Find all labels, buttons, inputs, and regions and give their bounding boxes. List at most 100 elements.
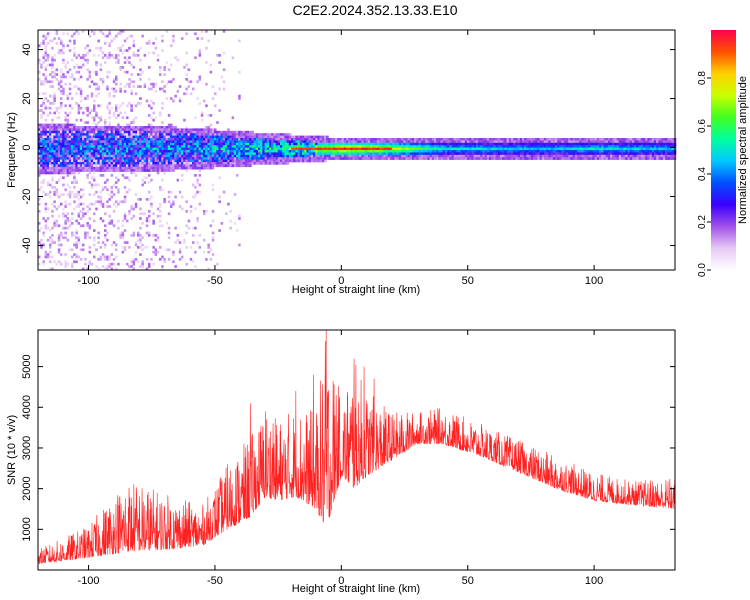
spectrogram-cell [119,147,122,151]
spectrogram-cell [236,159,239,163]
spectrogram-cell [273,140,276,144]
spectrogram-cell [53,58,56,62]
spectrogram-cell [46,166,50,170]
spectrogram-cell [108,121,111,124]
spectrogram-cell [605,145,609,148]
spectrogram-cell [227,150,230,153]
spectrogram-cell [66,154,70,158]
spectrogram-cell [101,188,105,192]
spectrogram-cell [137,128,140,132]
spectrogram-cell [319,140,323,144]
spectrogram-cell [99,49,103,52]
spectrogram-cell [128,159,131,163]
spectrogram-cell [442,152,446,156]
spectrogram-cell [167,138,171,141]
spectrogram-cell [660,152,664,156]
spectrogram-cell [269,154,272,158]
spectrogram-cell [299,145,303,148]
spectrogram-cell [288,133,292,136]
spectrogram-cell [172,128,175,132]
spectrogram-cell [134,152,138,156]
spectrogram-cell [370,145,373,148]
spectrogram-cell [84,140,87,144]
spectrogram-cell [244,140,248,144]
spectrogram-cell [502,145,505,148]
spectrogram-cell [346,152,349,156]
spectrogram-cell [44,147,48,151]
spectrogram-cell [132,157,136,160]
spectrogram-cell [286,142,290,146]
spectrogram-cell [343,142,347,146]
spectrogram-cell [577,145,580,148]
spectrogram-cell [183,150,186,153]
spectrogram-cell [90,152,94,156]
spectrogram-cell [170,147,173,151]
spectrogram-cell [271,147,274,151]
spectrogram-cell [218,164,221,168]
spectrogram-cell [596,142,600,146]
spectrogram-cell [42,34,45,38]
spectrogram-cell [260,162,263,165]
spectrogram-cell [86,44,89,48]
spectrogram-cell [53,205,56,208]
spectrogram-cell [51,241,54,244]
spectrogram-cell [77,150,81,153]
spectrogram-cell [196,145,199,148]
spectrogram-cell [209,166,213,170]
spectrogram-cell [178,250,182,254]
spectrogram-cell [447,157,450,160]
spectrogram-cell [240,140,243,144]
spectrogram-cell [132,231,136,235]
spectrogram-cell [38,229,41,232]
spectrogram-cell [134,145,138,148]
spectrogram-cell [95,154,98,158]
spectrogram-cell [79,195,83,199]
spectrogram-cell [337,157,340,160]
spectrogram-cell [172,154,175,158]
spectrogram-cell [139,68,142,72]
spectrogram-cell [165,147,169,151]
spectrogram-cell [75,102,78,105]
spectrogram-cell [610,154,613,158]
spectrogram-cell [211,142,215,146]
spectrogram-cell [280,150,283,153]
colorbar-tick-label: 0.0 [697,263,708,277]
spectrogram-cell [464,145,468,148]
spectrogram-cell [209,152,213,156]
spectrogram-cell [207,135,210,139]
spectrogram-cell [130,159,133,163]
spectrogram-cell [526,142,529,146]
spectrogram-cell [194,138,197,141]
spectrogram-cell [264,157,268,160]
spectrogram-cell [295,147,298,151]
spectrogram-cell [390,140,393,144]
spectrogram-cell [152,82,155,86]
spectrogram-cell [139,78,142,81]
spectrogram-cell [119,166,122,170]
spectrogram-cell [172,142,175,146]
spectrogram-cell [139,97,142,100]
spectrogram-cell [482,157,485,160]
colorbar-gradient [711,30,736,270]
colorbar-tick-label: 0.8 [697,71,708,85]
spectrogram-cell [370,140,373,144]
spectrogram-cell [326,154,329,158]
spectrogram-cell [209,140,213,144]
spectrogram-cell [524,150,527,153]
spectrogram-cell [517,157,521,160]
spectrogram-cell [139,241,142,244]
spectrogram-cell [337,147,340,151]
spectrogram-cell [130,133,133,136]
spectrogram-cell [588,152,591,156]
spectrogram-cell [330,145,334,148]
spectrogram-cell [143,82,147,86]
spectrogram-cell [132,159,136,163]
spectrogram-cell [324,140,327,144]
spectrogram-cell [390,145,393,148]
spectrogram-cell [68,138,72,141]
spectrogram-cell [429,157,433,160]
spectrogram-cell [119,154,122,158]
snr-y-axis-label: SNR (10 * v/v) [6,415,18,485]
spectrogram-cell [247,157,250,160]
spectrogram-cell [658,147,661,151]
